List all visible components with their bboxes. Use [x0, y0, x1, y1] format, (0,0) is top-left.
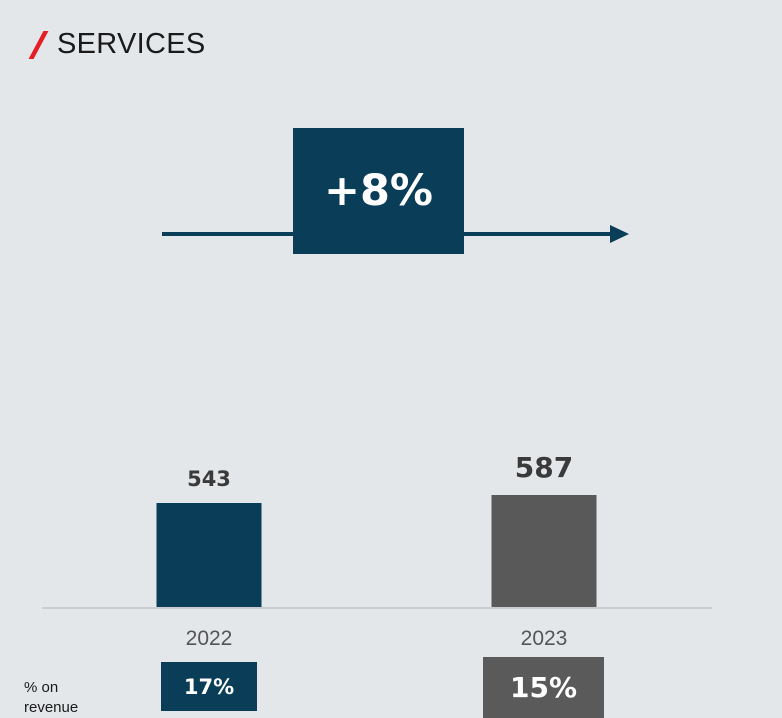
value-label-2023: 587 [515, 451, 573, 484]
revenue-share-2023: 15% [483, 657, 604, 718]
header: SERVICES [28, 28, 206, 61]
value-label-2022: 543 [187, 467, 231, 491]
revenue-share-label: % on revenue [24, 679, 79, 716]
bar-2022 [156, 503, 262, 607]
x-axis-baseline [42, 607, 712, 609]
arrow-right-icon [610, 225, 629, 243]
page-title: SERVICES [57, 28, 206, 60]
growth-badge: +8% [293, 128, 464, 254]
bar-2023 [491, 495, 597, 607]
category-label-2023: 2023 [521, 627, 568, 650]
category-label-2022: 2022 [186, 627, 233, 650]
revenue-share-2022: 17% [161, 662, 257, 711]
